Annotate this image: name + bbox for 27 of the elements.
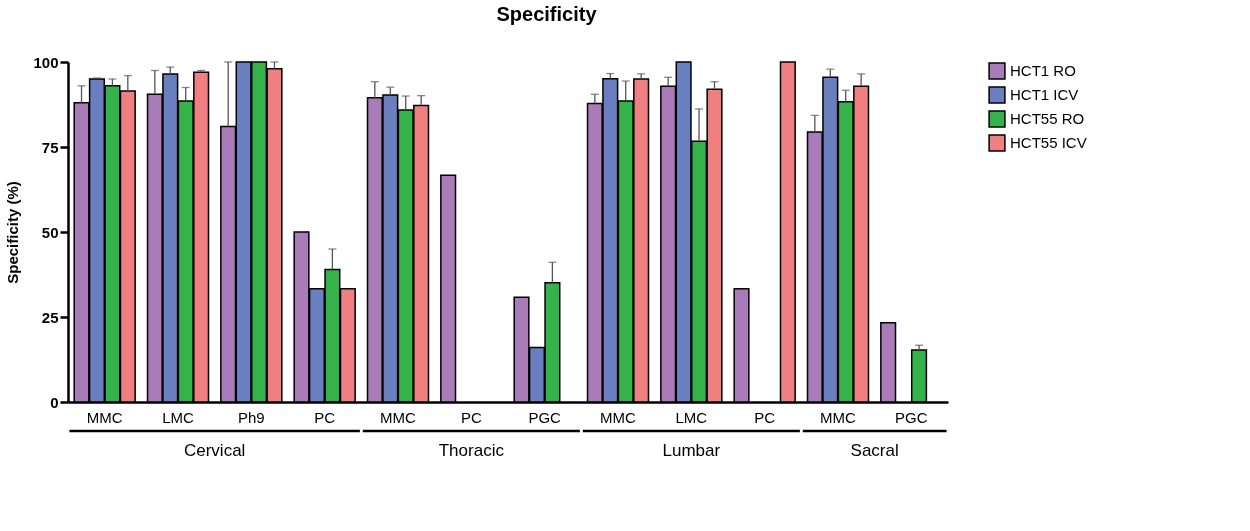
x-tick-label: Ph9 [237,408,265,426]
y-tick-label: 100 [33,53,59,71]
y-tick-label: 50 [41,223,59,241]
y-axis-title: Specificity (%) [4,181,22,284]
y-tick-label: 75 [41,138,59,156]
legend-label: HCT55 ICV [1010,134,1087,151]
x-tick-label: MMC [86,408,123,426]
x-tick-label: PC [460,408,482,426]
chart-title: Specificity [496,3,598,25]
legend-label: HCT1 ICV [1010,86,1079,103]
x-tick-label: LMC [675,408,708,426]
x-tick-label: LMC [162,408,194,426]
text: Lumbar [662,441,721,460]
legend-label: HCT55 RO [1010,110,1085,127]
y-tick-label: 25 [41,308,59,326]
text: Thoracic [438,441,505,460]
text: Cervical [183,441,246,460]
text: Sacral [850,441,899,460]
y-tick-label: 0 [50,393,59,411]
legend-label: HCT1 RO [1010,62,1076,79]
x-tick-label: MMC [600,408,637,426]
x-tick-label: PC [754,408,776,426]
x-tick-label: MMC [380,408,417,426]
x-tick-label: PGC [895,408,928,426]
x-tick-label: PC [314,408,336,426]
x-tick-label: PGC [528,408,562,426]
x-tick-label: MMC [820,408,857,426]
